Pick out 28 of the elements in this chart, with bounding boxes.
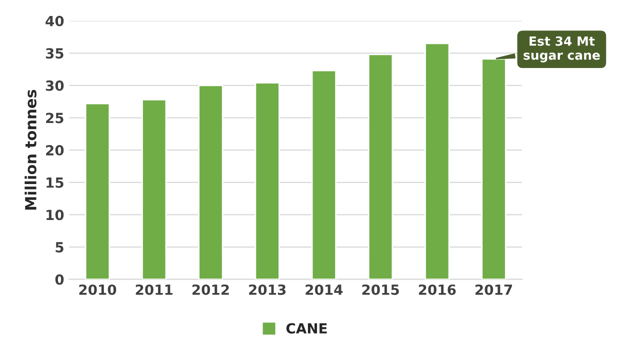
y-axis-title: Million tonnes xyxy=(24,90,36,210)
y-tick-label: 35 xyxy=(46,48,64,59)
y-tick-label: 40 xyxy=(46,16,64,26)
y-tick-label: 0 xyxy=(55,274,64,285)
legend-label: CANE xyxy=(286,323,327,334)
y-tick-label: 15 xyxy=(46,178,64,188)
x-tick-label: 2014 xyxy=(306,284,343,295)
bar xyxy=(84,102,110,280)
bar xyxy=(198,84,224,280)
y-tick-label: 5 xyxy=(56,242,64,252)
bar xyxy=(424,42,450,280)
x-tick-label: 2012 xyxy=(192,284,229,295)
bar xyxy=(142,98,167,280)
annotation: Est 34 Mt sugar cane xyxy=(524,36,600,62)
bar xyxy=(311,70,337,280)
y-tick-label: 25 xyxy=(46,112,64,124)
x-tick-label: 2016 xyxy=(418,284,456,295)
y-tick-label: 20 xyxy=(46,145,64,156)
x-tick-label: 2017 xyxy=(476,284,512,295)
bar xyxy=(481,58,506,280)
x-tick-label: 2013 xyxy=(249,284,286,295)
x-tick-label: 2010 xyxy=(79,284,116,295)
bar xyxy=(368,54,394,280)
bar xyxy=(254,82,280,280)
x-tick-label: 2015 xyxy=(362,284,399,295)
x-tick-label: 2011 xyxy=(136,284,172,295)
y-tick-label: 10 xyxy=(46,210,64,220)
y-tick-label: 30 xyxy=(46,80,64,91)
